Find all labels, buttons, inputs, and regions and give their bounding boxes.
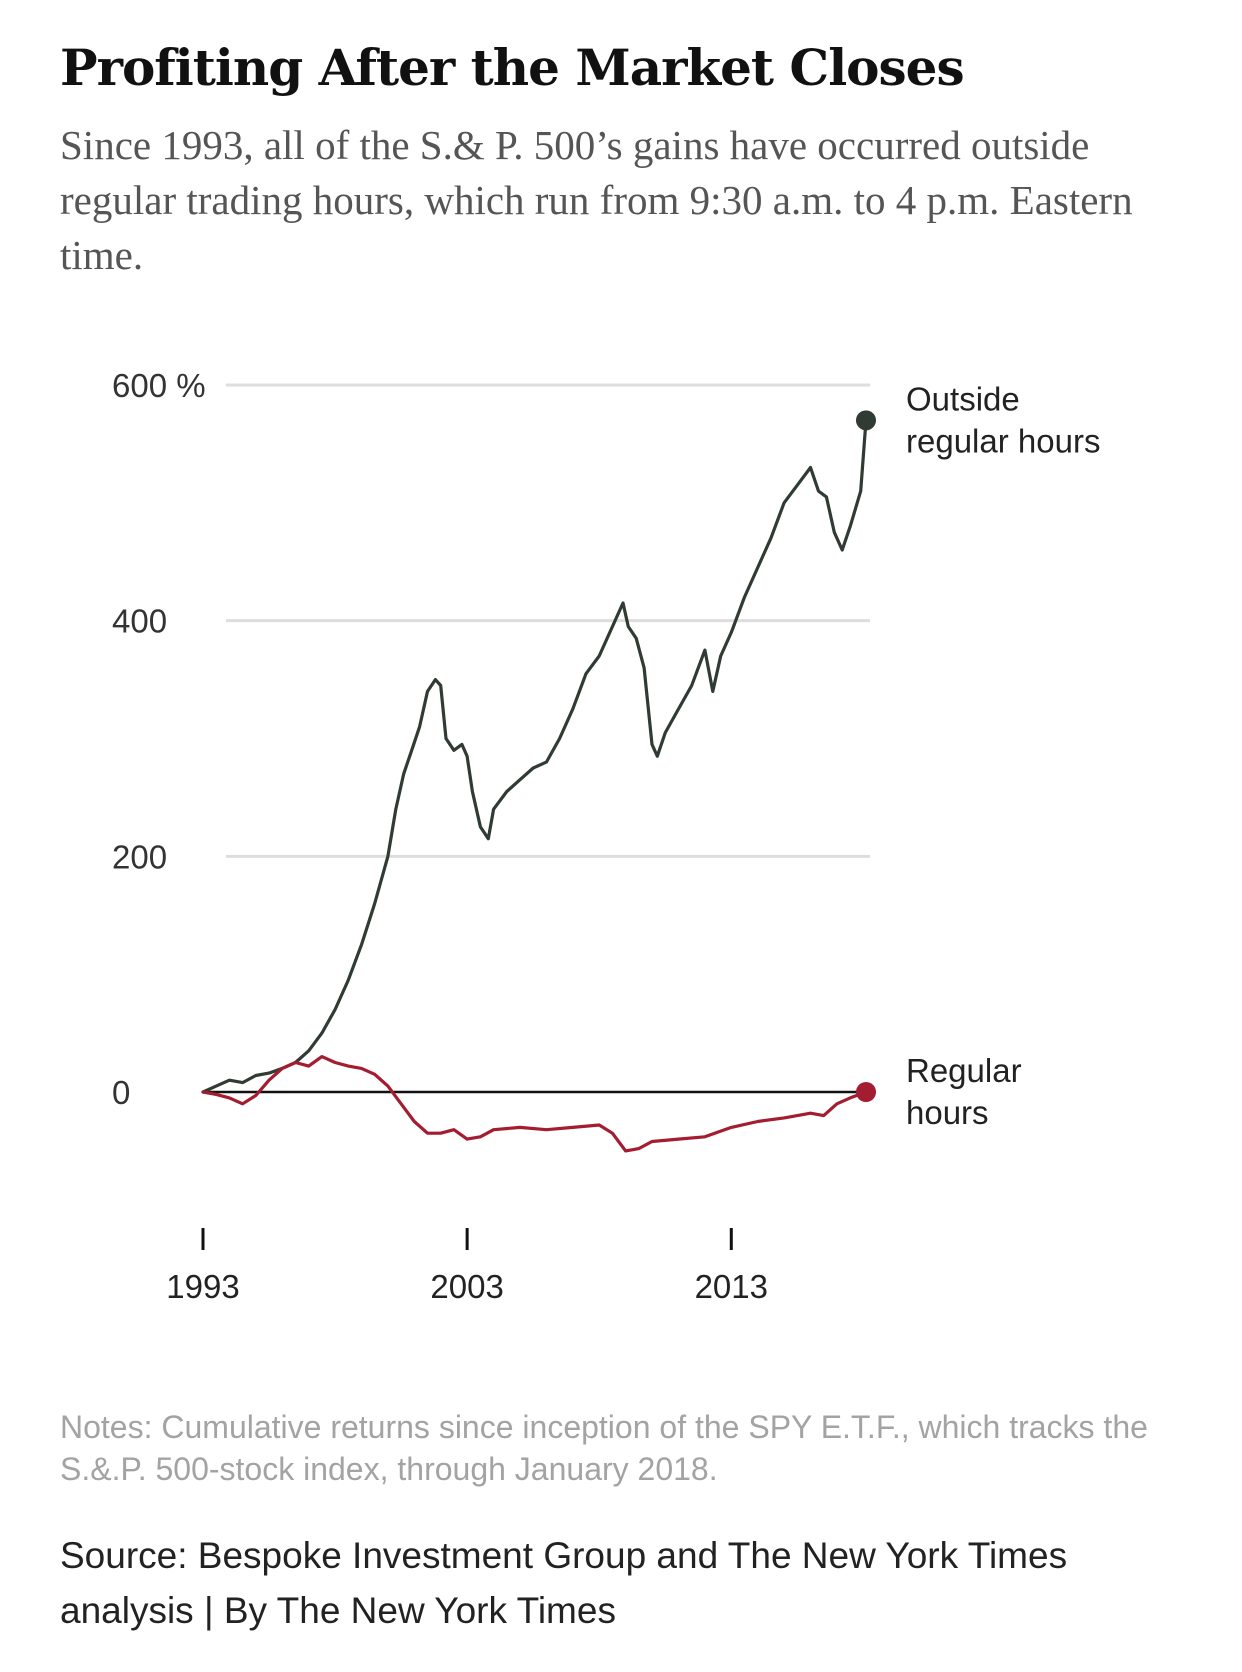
y-tick-label-400: 400	[112, 603, 167, 640]
x-tick-label-2013: 2013	[695, 1268, 768, 1305]
y-axis-tick-labels: 0 200 400 600 %	[112, 367, 206, 1111]
series-line-outside-regular-hours	[201, 418, 868, 1094]
series-labels: Outside regular hours Regular hours	[906, 380, 1100, 1131]
chart-subtitle: Since 1993, all of the S.& P. 500’s gain…	[60, 122, 1133, 278]
y-tick-label-200: 200	[112, 838, 167, 875]
chart-source: Source: Bespoke Investment Group and The…	[60, 1535, 1068, 1631]
gridlines	[203, 383, 870, 1094]
line-chart: 0 200 400 600 % 1993 2003 2013 Outside regular…	[112, 367, 1100, 1305]
y-tick-label-0: 0	[112, 1074, 130, 1111]
series-label-outside-regular-hours: Outside regular hours	[906, 380, 1100, 459]
series-end-dot-regular-hours	[856, 1082, 876, 1102]
x-tick-label-2003: 2003	[430, 1268, 503, 1305]
x-tick-label-1993: 1993	[166, 1268, 239, 1305]
chart-title: Profiting After the Market Closes	[60, 38, 965, 97]
series-lines	[201, 410, 876, 1153]
series-end-dot-outside-regular-hours	[856, 410, 876, 431]
series-line-regular-hours	[201, 1055, 868, 1153]
y-tick-label-600: 600 %	[112, 367, 206, 404]
x-axis-ticks: 1993 2003 2013	[166, 1228, 768, 1305]
series-label-regular-hours: Regular hours	[906, 1052, 1022, 1131]
chart-notes: Notes: Cumulative returns since inceptio…	[60, 1409, 1148, 1487]
